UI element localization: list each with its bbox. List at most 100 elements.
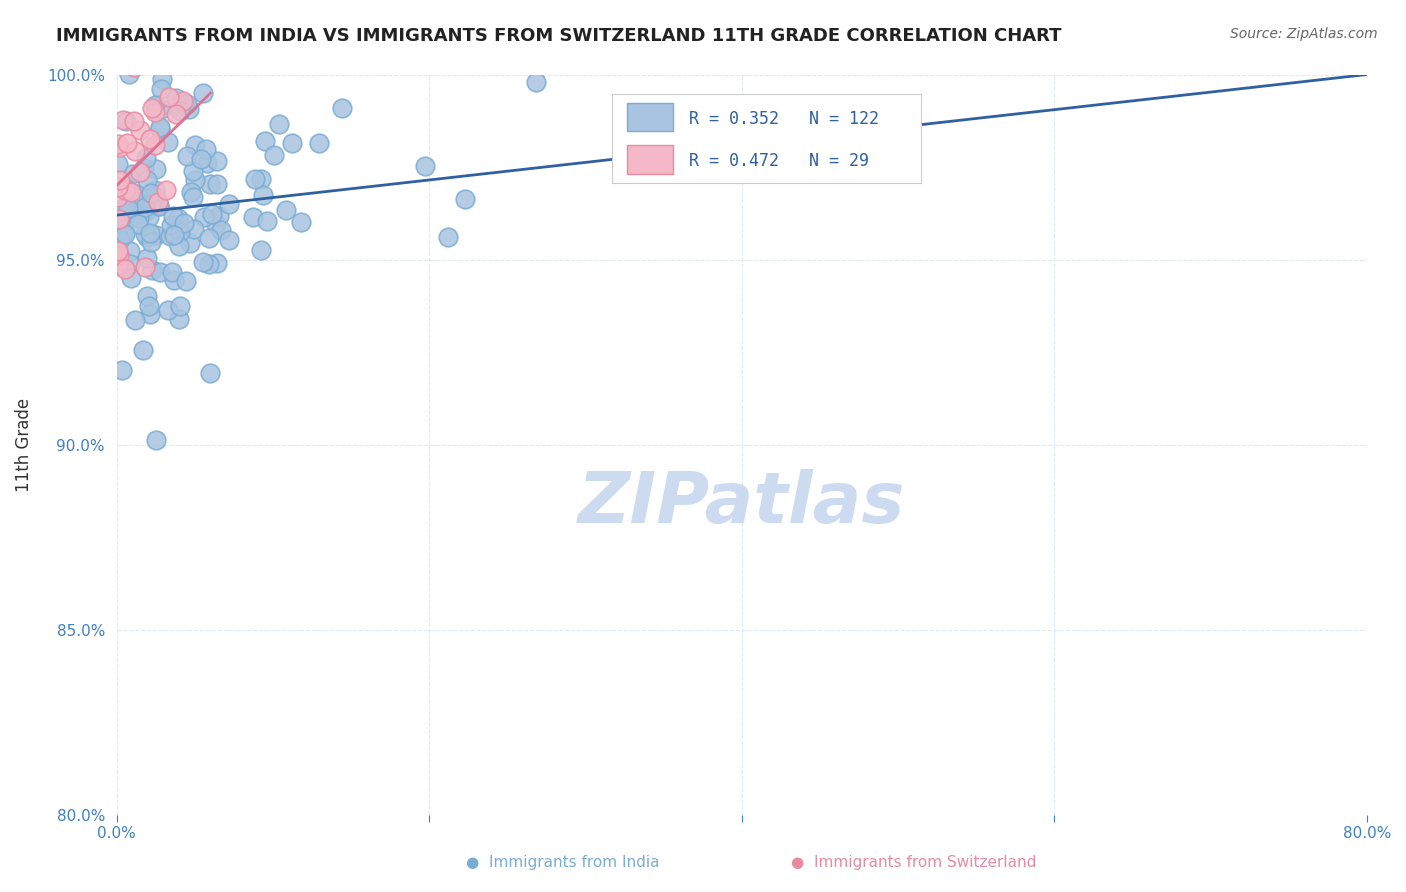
Point — [195, 155, 218, 169]
Point — [181, 164, 204, 178]
Point — [125, 194, 148, 209]
Point — [156, 135, 179, 149]
Point — [181, 190, 204, 204]
Point — [107, 179, 129, 194]
Point — [107, 258, 129, 272]
Point — [134, 260, 156, 274]
Point — [159, 90, 181, 104]
Point — [122, 114, 145, 128]
Point — [145, 137, 167, 152]
Point — [112, 260, 135, 274]
Point — [280, 136, 302, 150]
Point — [108, 212, 131, 227]
Point — [117, 201, 139, 215]
Point — [180, 185, 202, 199]
Point — [120, 244, 142, 258]
Point — [205, 256, 228, 270]
Bar — [627, 145, 673, 174]
Point — [253, 134, 276, 148]
Point — [108, 140, 131, 154]
Point — [136, 289, 159, 303]
Text: IMMIGRANTS FROM INDIA VS IMMIGRANTS FROM SWITZERLAND 11TH GRADE CORRELATION CHAR: IMMIGRANTS FROM INDIA VS IMMIGRANTS FROM… — [56, 27, 1062, 45]
Point — [165, 90, 187, 104]
Point — [436, 230, 458, 244]
Point — [148, 198, 170, 212]
Point — [193, 211, 215, 225]
Point — [197, 257, 219, 271]
Point — [160, 219, 183, 233]
Point — [108, 231, 131, 245]
Text: ZIPatlas: ZIPatlas — [578, 469, 905, 538]
Point — [290, 215, 312, 229]
Point — [120, 185, 142, 199]
Point — [177, 102, 200, 116]
Point — [169, 239, 191, 253]
Point — [107, 157, 129, 171]
Point — [138, 211, 160, 225]
Point — [127, 217, 149, 231]
Point — [453, 192, 475, 206]
Point — [184, 138, 207, 153]
Point — [138, 226, 160, 240]
Point — [149, 265, 172, 279]
Point — [263, 147, 285, 161]
Point — [132, 161, 155, 176]
Point — [150, 71, 173, 86]
Point — [114, 182, 136, 196]
Point — [115, 113, 138, 128]
Point — [205, 217, 228, 231]
Point — [330, 101, 353, 115]
Point — [115, 182, 138, 196]
Point — [107, 190, 129, 204]
Point — [526, 75, 548, 89]
Point — [145, 161, 167, 176]
Point — [205, 177, 228, 191]
Point — [124, 145, 146, 159]
Point — [118, 257, 141, 271]
Text: R = 0.352   N = 122: R = 0.352 N = 122 — [689, 110, 879, 128]
Point — [252, 188, 274, 202]
Point — [132, 343, 155, 358]
Point — [135, 251, 157, 265]
Point — [122, 60, 145, 74]
Point — [198, 177, 221, 191]
Point — [114, 200, 136, 214]
Bar — [627, 103, 673, 131]
Point — [149, 103, 172, 117]
Point — [114, 262, 136, 277]
Point — [155, 183, 177, 197]
Point — [107, 217, 129, 231]
Point — [159, 228, 181, 243]
Point — [169, 225, 191, 239]
Point — [249, 172, 271, 186]
Point — [134, 227, 156, 241]
Point — [218, 197, 240, 211]
Point — [122, 190, 145, 204]
Point — [274, 203, 297, 218]
Point — [172, 97, 194, 112]
Point — [172, 95, 194, 109]
Point — [208, 209, 231, 223]
Point — [125, 187, 148, 202]
Point — [120, 271, 142, 285]
Point — [250, 243, 273, 257]
Point — [179, 235, 201, 250]
Point — [108, 248, 131, 262]
Point — [145, 228, 167, 243]
Point — [141, 263, 163, 277]
Point — [163, 273, 186, 287]
Point — [124, 312, 146, 326]
Point — [209, 223, 232, 237]
Point — [107, 136, 129, 151]
Point — [138, 307, 160, 321]
Y-axis label: 11th Grade: 11th Grade — [15, 398, 32, 491]
Point — [197, 231, 219, 245]
Point — [128, 211, 150, 225]
Point — [118, 67, 141, 81]
Point — [129, 123, 152, 137]
Point — [148, 199, 170, 213]
Point — [136, 172, 159, 186]
Point — [165, 107, 187, 121]
Point — [112, 112, 135, 127]
Point — [107, 244, 129, 258]
